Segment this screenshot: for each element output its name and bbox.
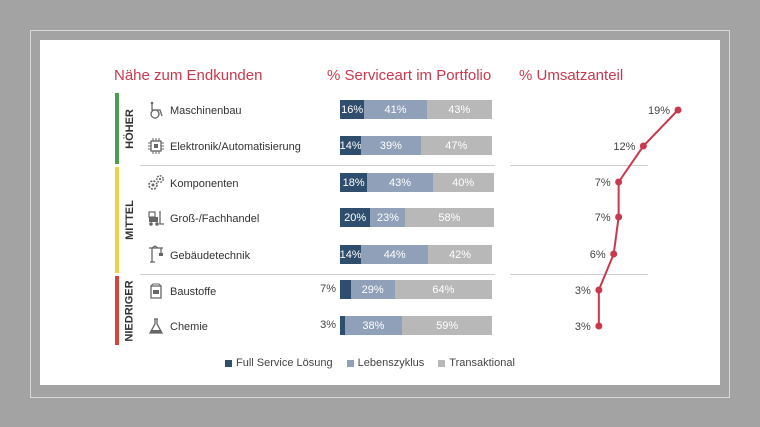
bar-segment-transactional: 64%: [394, 280, 492, 299]
bar-segment-full-service: [340, 280, 351, 299]
bar-segment-transactional: 43%: [426, 100, 492, 119]
data-label: 20%: [344, 211, 367, 224]
heading-revenue-share: % Umsatzanteil: [519, 67, 624, 84]
legend-swatch: [346, 359, 354, 367]
revenue-point: [595, 286, 603, 294]
industry-name: Gebäudetechnik: [170, 250, 251, 262]
industry-name: Maschinenbau: [170, 105, 242, 117]
data-label: 18%: [342, 176, 365, 189]
data-label: 29%: [361, 283, 384, 296]
bar-segment-full-service: 16%: [340, 100, 365, 119]
chart-slide: Nähe zum Endkunden % Serviceart im Portf…: [40, 40, 720, 385]
bar-segment-lifecycle: 39%: [361, 136, 421, 155]
legend: Full Service Lösung Lebenszyklus Transak…: [225, 357, 515, 369]
band-divider: [510, 165, 648, 166]
band-label-low: NIEDRIGER: [124, 279, 136, 342]
band-divider: [140, 274, 495, 275]
bar-segment-full-service: 20%: [340, 208, 371, 227]
data-label: 58%: [438, 211, 461, 224]
data-label: 23%: [376, 211, 399, 224]
bar-segment-transactional: 40%: [432, 173, 494, 192]
revenue-label: 12%: [613, 141, 635, 153]
wheelchair-machine-icon: [150, 101, 163, 119]
industry-name: Elektronik/Automatisierung: [170, 141, 301, 153]
data-label: 41%: [384, 103, 407, 116]
legend-swatch: [225, 359, 232, 367]
revenue-point: [639, 142, 647, 150]
bar-segment-lifecycle: 43%: [367, 173, 433, 192]
data-label: 7%: [320, 283, 336, 295]
band-indicator-low: [115, 276, 119, 345]
bar-segment-transactional: 59%: [402, 316, 492, 335]
bar-segment-full-service: 14%: [339, 136, 362, 155]
bar-segment-transactional: 42%: [428, 245, 492, 264]
revenue-point: [615, 213, 623, 221]
data-label: 14%: [339, 248, 362, 261]
flask-icon: [148, 318, 164, 334]
industry-name: Groß-/Fachhandel: [170, 213, 260, 225]
bar-segment-lifecycle: 29%: [350, 280, 395, 299]
band-indicator-medium: [115, 167, 119, 273]
bar-segment-transactional: 47%: [420, 136, 492, 155]
data-label: 3%: [320, 319, 336, 331]
bar-segment-transactional: 58%: [405, 208, 494, 227]
bar-segment-full-service: 18%: [340, 173, 368, 192]
data-label: 59%: [436, 319, 459, 332]
revenue-point: [595, 322, 603, 330]
data-label: 42%: [449, 248, 472, 261]
legend-item-full-service: Full Service Lösung: [225, 357, 333, 369]
heading-service-mix: % Serviceart im Portfolio: [327, 67, 492, 84]
data-label: 38%: [362, 319, 385, 332]
heading-customer-proximity: Nähe zum Endkunden: [114, 67, 263, 84]
data-label: 47%: [445, 139, 468, 152]
industry-name: Komponenten: [170, 178, 239, 190]
industry-name: Baustoffe: [170, 286, 217, 298]
legend-item-lifecycle: Lebenszyklus: [346, 357, 424, 369]
crane-icon: [149, 245, 163, 263]
data-label: 40%: [452, 176, 475, 189]
data-label: 64%: [432, 283, 455, 296]
bar-segment-lifecycle: 41%: [364, 100, 427, 119]
data-label: 43%: [448, 103, 471, 116]
revenue-share-chart: 19% 12% 7% 7% 6% 3% 3%: [575, 105, 682, 333]
data-label: 43%: [389, 176, 412, 189]
sack-icon: [150, 283, 162, 299]
band-indicator-high: [115, 93, 119, 164]
data-label: 14%: [339, 139, 362, 152]
revenue-label: 7%: [595, 177, 611, 189]
revenue-label: 7%: [595, 212, 611, 224]
bar-segment-lifecycle: 44%: [361, 245, 429, 264]
revenue-point: [674, 106, 682, 114]
bar-segment-lifecycle: 23%: [370, 208, 406, 227]
data-label: 39%: [379, 139, 402, 152]
revenue-point: [610, 250, 618, 258]
chip-icon: [148, 138, 164, 154]
bar-segment-full-service: 14%: [339, 245, 362, 264]
revenue-label: 6%: [590, 249, 606, 261]
band-divider: [510, 274, 648, 275]
data-label: 44%: [383, 248, 406, 261]
band-label-high: HÖHER: [124, 108, 137, 149]
bar-segment-full-service: [340, 316, 345, 335]
forklift-icon: [148, 211, 164, 226]
legend-item-transactional: Transaktional: [438, 357, 515, 369]
data-label: 16%: [341, 103, 364, 116]
revenue-series-line: [597, 109, 679, 326]
band-divider: [140, 165, 495, 166]
industry-name: Chemie: [170, 321, 208, 333]
revenue-label: 19%: [648, 105, 670, 117]
outer-frame: [30, 30, 730, 398]
revenue-label: 3%: [575, 321, 591, 333]
revenue-label: 3%: [575, 285, 591, 297]
revenue-point: [615, 178, 623, 186]
gears-icon: [148, 175, 164, 190]
legend-swatch: [438, 359, 446, 367]
band-label-medium: MITTEL: [124, 200, 136, 240]
bar-segment-lifecycle: 38%: [344, 316, 403, 335]
